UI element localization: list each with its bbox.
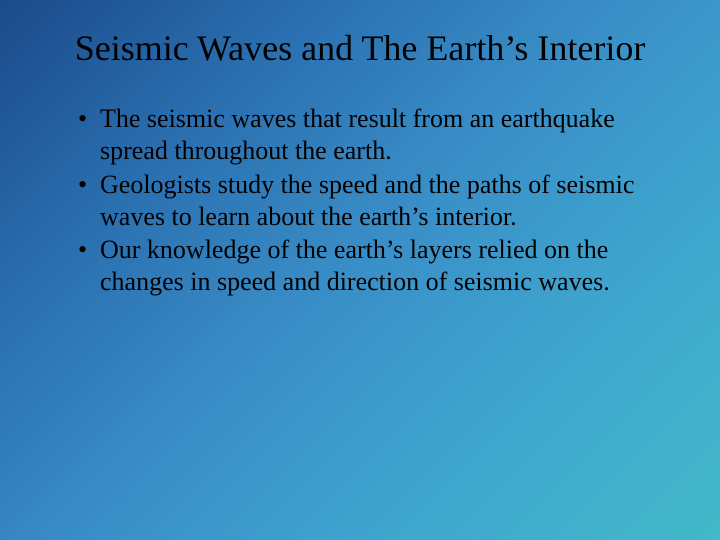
slide-title: Seismic Waves and The Earth’s Interior [50,28,670,69]
bullet-list: The seismic waves that result from an ea… [50,103,670,297]
list-item: Geologists study the speed and the paths… [78,169,670,232]
list-item: Our knowledge of the earth’s layers reli… [78,234,670,297]
slide: Seismic Waves and The Earth’s Interior T… [0,0,720,540]
list-item: The seismic waves that result from an ea… [78,103,670,166]
